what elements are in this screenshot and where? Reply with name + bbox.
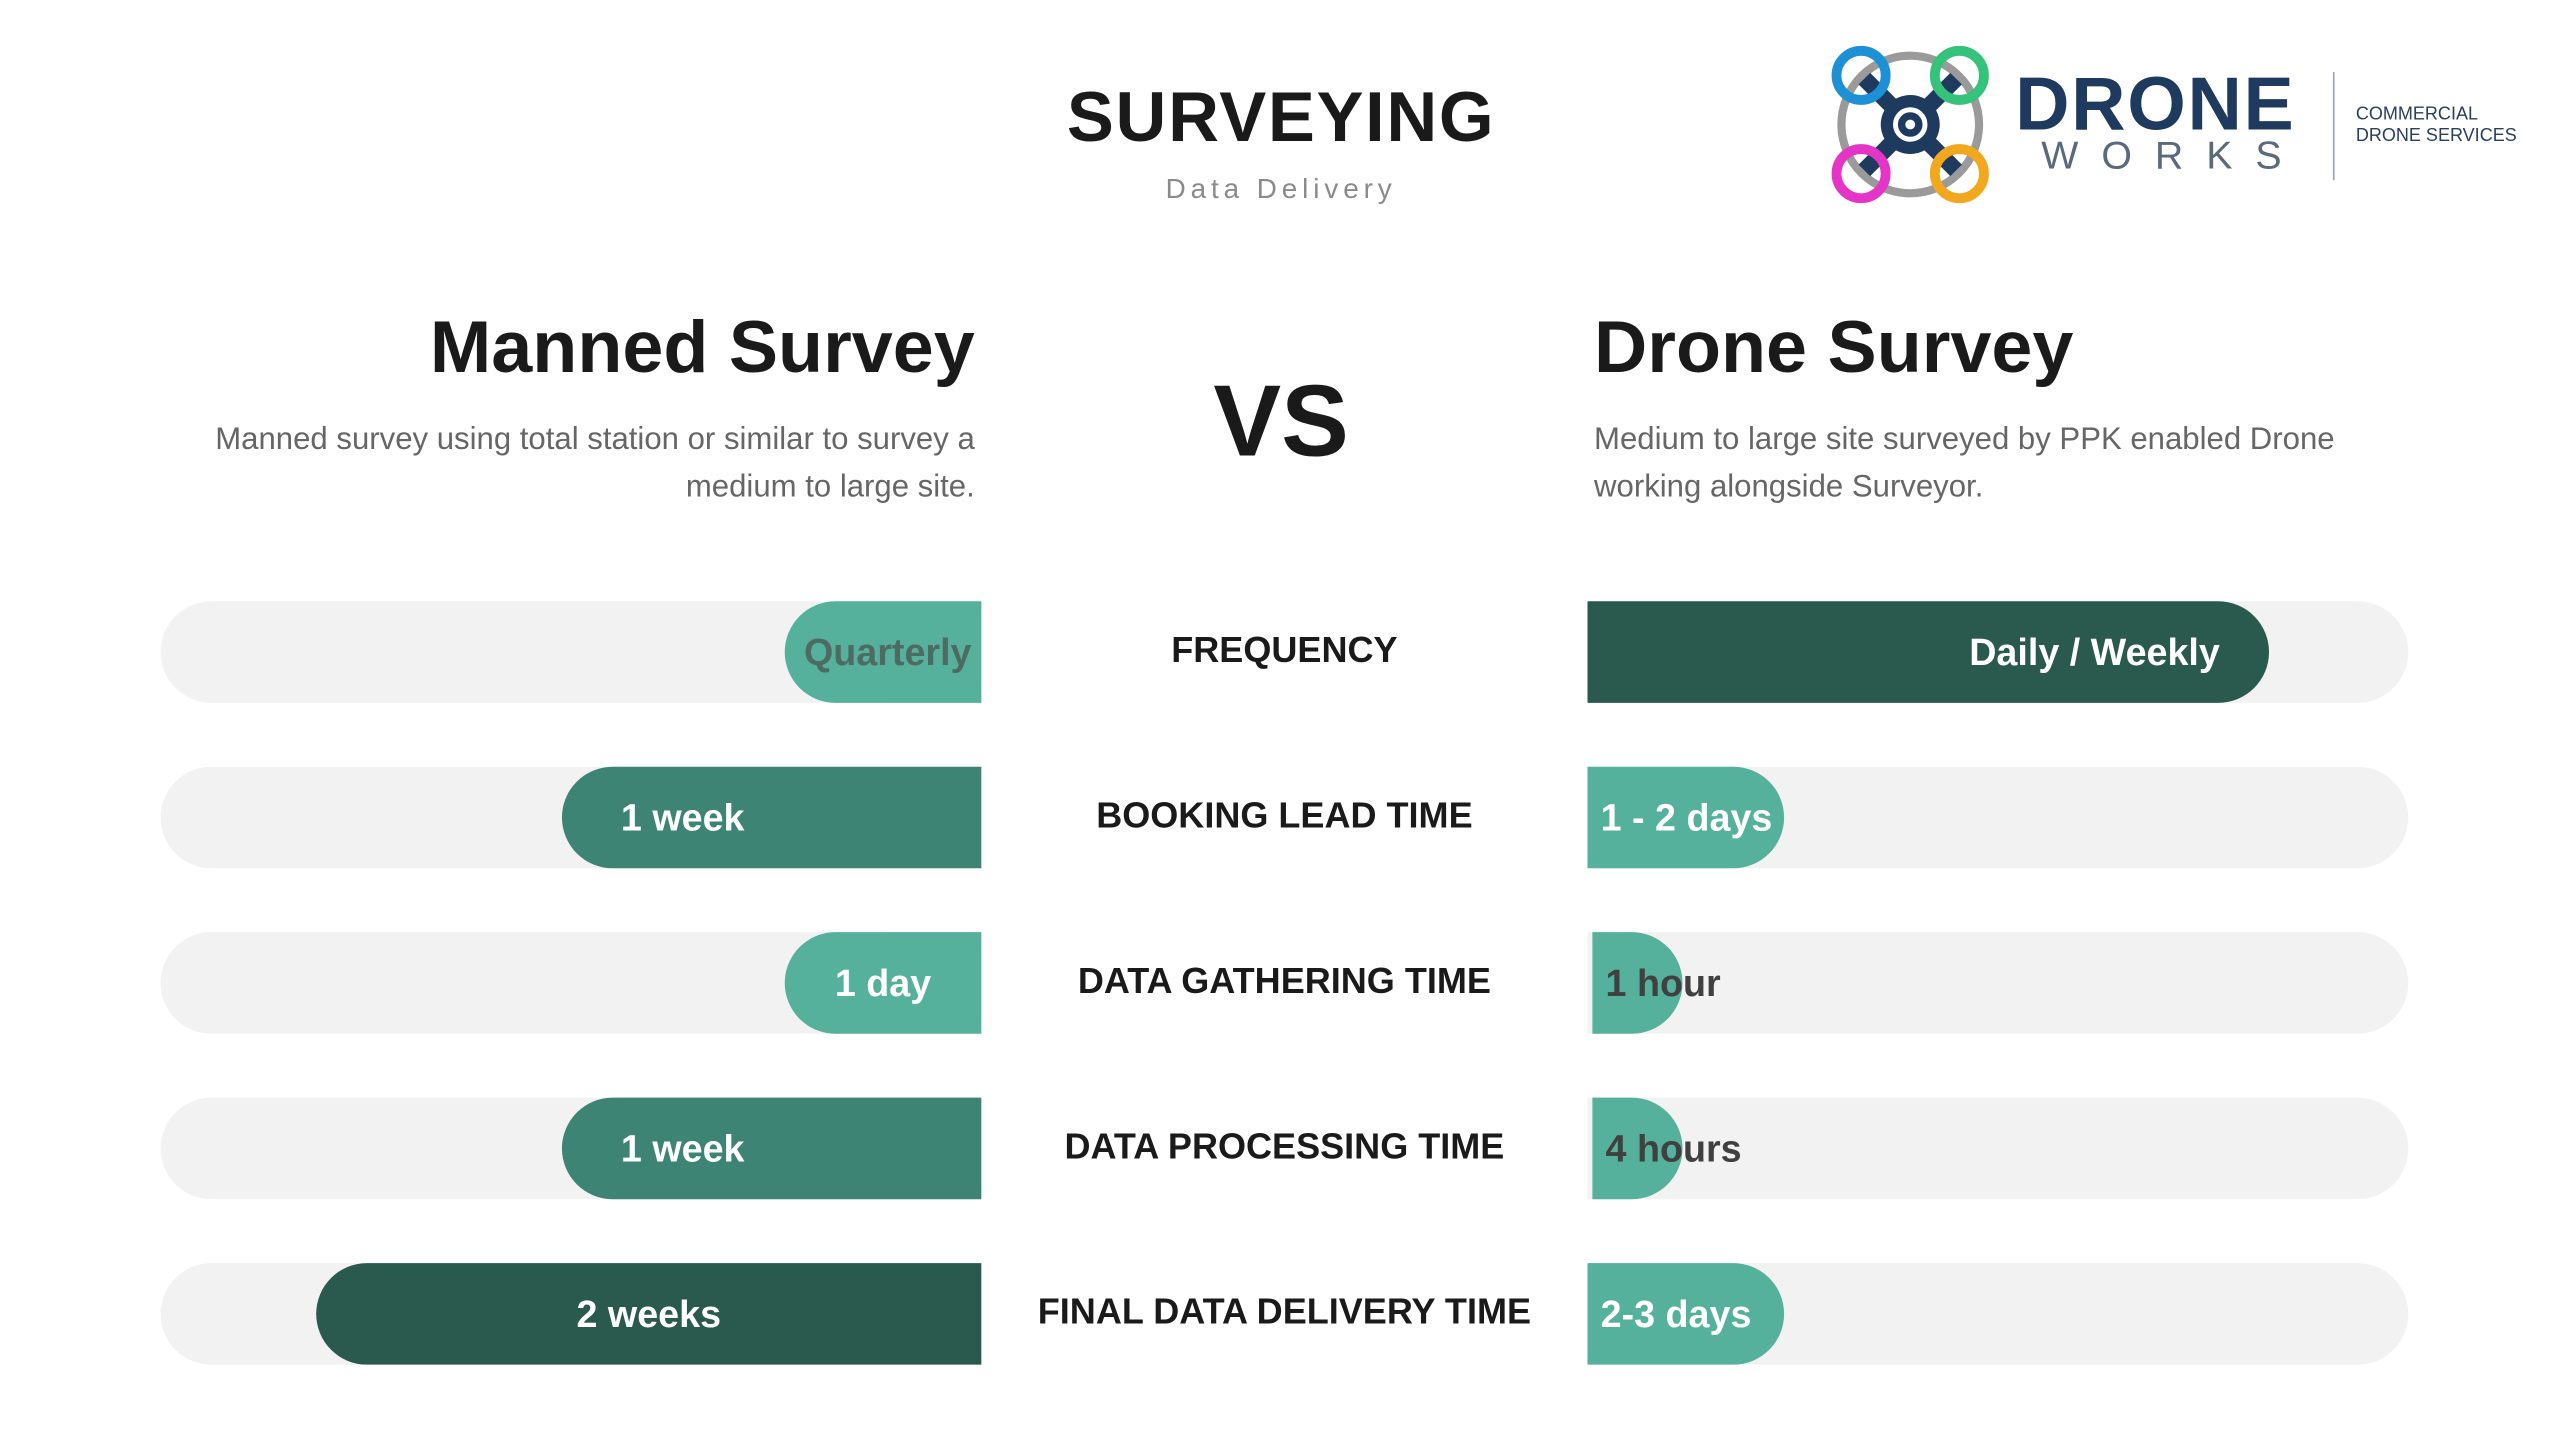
page-subtitle: Data Delivery (1165, 173, 1397, 205)
drone-bar: 4 hours (1592, 1097, 1742, 1200)
logo-tagline-2: DRONE SERVICES (2355, 126, 2517, 146)
manned-bar: 2 weeks (316, 1263, 982, 1365)
manned-bar-label: 1 day (834, 960, 932, 1004)
logo: DRONE WORKS COMMERCIAL DRONE SERVICES (1828, 43, 2532, 207)
drone-bar-track: 2-3 days (1587, 1263, 2409, 1365)
manned-bar-track: 1 day (160, 932, 982, 1034)
drone-bar: Daily / Weekly (1587, 601, 2270, 703)
logo-divider (2332, 72, 2335, 181)
manned-bar-label: 1 week (620, 1126, 745, 1169)
drone-icon (1831, 45, 1989, 204)
drone-bar-track: 4 hours (1587, 1097, 2409, 1200)
manned-bar-track: Quarterly (160, 601, 982, 703)
category-label: BOOKING LEAD TIME (1096, 794, 1473, 836)
drone-bar-track: 1 - 2 days (1587, 766, 2409, 869)
category-label: FINAL DATA DELIVERY TIME (1037, 1290, 1532, 1332)
manned-bar-label: Quarterly (803, 629, 972, 673)
logo-name-bottom: WORKS (2041, 134, 2305, 179)
category-label: DATA GATHERING TIME (1077, 960, 1491, 1001)
manned-bar-track: 1 week (160, 766, 982, 869)
vs-label: VS (1213, 365, 1349, 479)
drone-bar-label: 1 hour (1605, 960, 1721, 1004)
manned-bar: 1 week (561, 766, 982, 869)
category-label: FREQUENCY (1171, 629, 1398, 671)
drone-bar-label: Daily / Weekly (1969, 629, 2220, 673)
drone-bar-track: Daily / Weekly (1587, 601, 2409, 703)
manned-bar-track: 2 weeks (160, 1263, 982, 1365)
manned-bar-label: 2 weeks (576, 1291, 722, 1335)
page-title: SURVEYING (1066, 78, 1496, 158)
manned-survey-title: Manned Survey (429, 304, 975, 389)
manned-survey-description: Manned survey using total station or sim… (215, 422, 975, 505)
manned-bar-label: 1 week (620, 795, 745, 838)
drone-survey-title: Drone Survey (1594, 304, 2074, 389)
manned-bar: Quarterly (784, 601, 982, 703)
drone-survey-description: Medium to large site surveyed by PPK ena… (1594, 422, 2335, 505)
manned-bar: 1 week (561, 1097, 982, 1200)
drone-bar-label: 4 hours (1605, 1126, 1742, 1169)
drone-bar-track: 1 hour (1587, 932, 2409, 1034)
manned-bar: 1 day (784, 932, 982, 1034)
drone-bar-label: 2-3 days (1600, 1291, 1752, 1335)
logo-tagline: COMMERCIAL DRONE SERVICES (2356, 105, 2517, 148)
drone-bar: 1 hour (1592, 932, 1721, 1034)
drone-bar: 2-3 days (1587, 1263, 1785, 1365)
manned-bar-track: 1 week (160, 1097, 982, 1200)
logo-name-top: DRONE (2015, 60, 2296, 146)
drone-bar-label: 1 - 2 days (1600, 795, 1773, 838)
logo-tagline-1: COMMERCIAL (2355, 104, 2479, 125)
category-label: DATA PROCESSING TIME (1064, 1125, 1505, 1167)
drone-bar: 1 - 2 days (1587, 766, 1785, 869)
